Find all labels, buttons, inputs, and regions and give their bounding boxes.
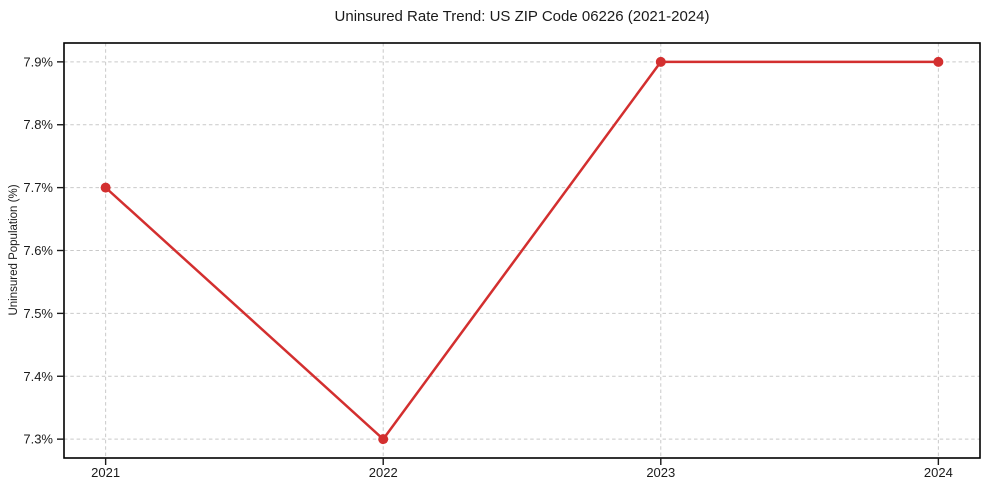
chart-title: Uninsured Rate Trend: US ZIP Code 06226 … [334, 8, 710, 25]
y-tick-label: 7.6% [23, 243, 53, 258]
data-point-marker [933, 56, 944, 67]
data-point-marker [655, 56, 666, 67]
y-tick-label: 7.9% [23, 54, 53, 69]
x-tick-label: 2021 [91, 465, 120, 480]
y-tick-label: 7.5% [23, 306, 53, 321]
y-tick-label: 7.3% [23, 432, 53, 447]
x-tick-label: 2022 [369, 465, 398, 480]
x-tick-label: 2023 [646, 465, 675, 480]
y-tick-label: 7.8% [23, 117, 53, 132]
x-tick-label: 2024 [924, 465, 953, 480]
trend-line [104, 60, 940, 441]
y-tick-label: 7.7% [23, 180, 53, 195]
data-point-marker [378, 434, 389, 445]
data-point-marker [100, 182, 111, 193]
y-tick-label: 7.4% [23, 369, 53, 384]
